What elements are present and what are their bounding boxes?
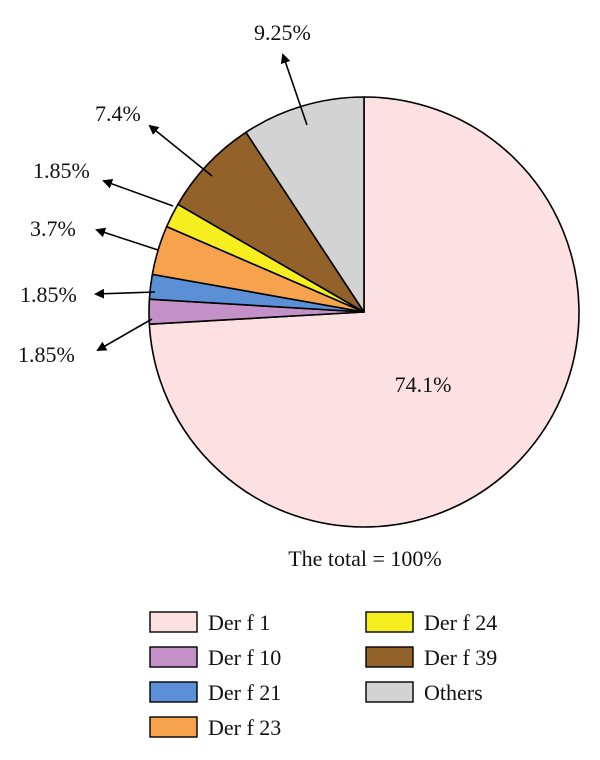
slice-label-der-f-39: 7.4% — [95, 101, 141, 126]
legend-swatch-der-f-1 — [149, 611, 198, 633]
slice-label-others: 9.25% — [254, 20, 311, 45]
legend: Der f 1 Der f 10 Der f 21 Der f 23 Der f 24 D… — [149, 610, 497, 740]
callout-arrow-others — [280, 53, 308, 126]
legend-label-der-f-21: Der f 21 — [208, 680, 281, 705]
legend-swatch-der-f-10 — [149, 646, 198, 668]
callout-arrow-der-f-24 — [102, 179, 174, 207]
legend-label-others: Others — [424, 680, 483, 705]
total-note: The total = 100% — [288, 546, 442, 571]
slice-label-der-f-24: 1.85% — [33, 158, 90, 183]
slice-label-der-f-21: 1.85% — [20, 282, 77, 307]
legend-swatch-der-f-24 — [365, 611, 414, 633]
callout-arrow-der-f-23 — [95, 227, 159, 251]
legend-swatch-others — [365, 681, 414, 703]
pie-slices — [148, 96, 580, 528]
slice-others — [245, 96, 365, 313]
legend-label-der-f-10: Der f 10 — [208, 645, 281, 670]
slice-label-der-f-1: 74.1% — [395, 372, 452, 397]
legend-label-der-f-23: Der f 23 — [208, 715, 281, 740]
legend-swatch-der-f-21 — [149, 681, 198, 703]
slice-callouts: 74.1% 1.85% 1.85% 3.7% 1.85% 7.4% 9.25% — [18, 20, 451, 397]
callout-arrow-der-f-10 — [96, 318, 153, 351]
slice-label-der-f-10: 1.85% — [18, 342, 75, 367]
legend-swatch-der-f-39 — [365, 646, 414, 668]
slice-label-der-f-23: 3.7% — [30, 216, 76, 241]
callout-arrow-der-f-21 — [94, 288, 156, 299]
callout-arrow-der-f-39 — [148, 124, 213, 177]
legend-label-der-f-1: Der f 1 — [208, 610, 270, 635]
slice-der-f-39 — [177, 131, 365, 313]
legend-swatch-der-f-23 — [149, 716, 198, 738]
legend-label-der-f-39: Der f 39 — [424, 645, 497, 670]
legend-label-der-f-24: Der f 24 — [424, 610, 497, 635]
